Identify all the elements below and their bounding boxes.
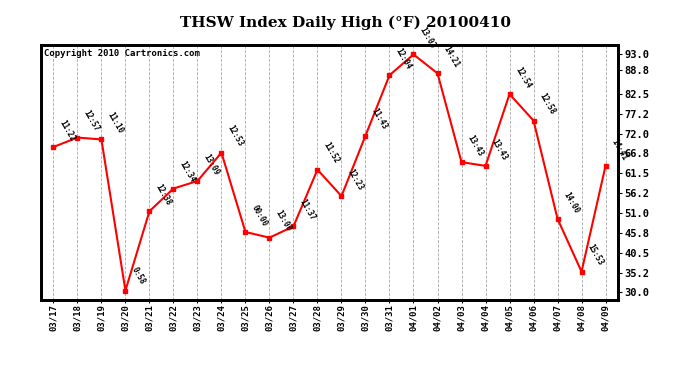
Text: 00:00: 00:00 <box>250 203 269 228</box>
Text: 12:38: 12:38 <box>154 183 173 207</box>
Text: 11:22: 11:22 <box>57 118 77 143</box>
Text: 12:23: 12:23 <box>346 167 365 192</box>
Text: 13:43: 13:43 <box>490 137 509 162</box>
Text: 14:21: 14:21 <box>442 45 461 69</box>
Text: 11:10: 11:10 <box>106 111 125 135</box>
Text: 15:53: 15:53 <box>586 243 605 267</box>
Text: 13:43: 13:43 <box>466 134 485 158</box>
Text: 11:52: 11:52 <box>322 141 341 165</box>
Text: 12:53: 12:53 <box>226 124 245 148</box>
Text: 0:58: 0:58 <box>130 266 147 286</box>
Text: 12:57: 12:57 <box>81 109 101 134</box>
Text: 11:43: 11:43 <box>370 107 389 132</box>
Text: 14:41: 14:41 <box>610 137 629 162</box>
Text: 12:34: 12:34 <box>177 160 197 184</box>
Text: 13:00: 13:00 <box>274 209 293 234</box>
Text: 14:00: 14:00 <box>562 190 581 214</box>
Text: 13:09: 13:09 <box>201 152 221 177</box>
Text: 13:03: 13:03 <box>417 26 437 50</box>
Text: 12:54: 12:54 <box>513 65 533 90</box>
Text: 11:37: 11:37 <box>297 198 317 222</box>
Text: Copyright 2010 Cartronics.com: Copyright 2010 Cartronics.com <box>44 49 200 58</box>
Text: 12:04: 12:04 <box>394 46 413 71</box>
Text: 12:58: 12:58 <box>538 92 557 116</box>
Text: THSW Index Daily High (°F) 20100410: THSW Index Daily High (°F) 20100410 <box>179 15 511 30</box>
